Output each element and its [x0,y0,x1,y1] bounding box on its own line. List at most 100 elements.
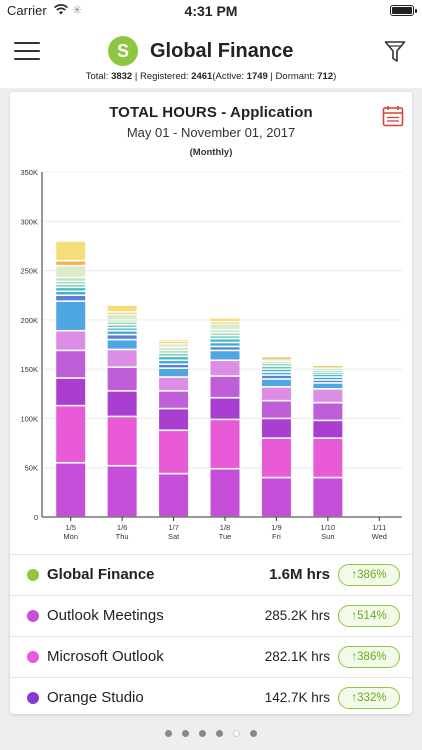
bar-segment [56,301,86,330]
bar-segment [313,366,343,368]
bar-segment [159,354,189,356]
legend-label: Outlook Meetings [47,607,164,624]
legend-label: Global Finance [47,566,155,583]
bar-segment [261,379,291,387]
clock: 4:31 PM [184,3,238,19]
org-title[interactable]: S Global Finance [108,36,293,66]
page-dot[interactable] [199,730,206,737]
bar-segment [210,398,240,419]
bar-segment [261,364,291,366]
bar-segment [210,469,240,517]
page-dot[interactable] [233,730,240,737]
legend-row[interactable]: Global Finance 1.6M hrs ↑386% [10,554,412,594]
bar-segment [261,357,291,358]
bar-segment [56,351,86,378]
bar-segment [210,333,240,335]
page-indicator[interactable] [0,724,422,742]
x-tick-label: 1/5 [65,523,75,532]
bar-segment [107,367,137,391]
activity-spinner-icon: ✳ [72,3,83,17]
filter-icon[interactable] [384,40,406,64]
bar-segment [56,406,86,462]
y-tick-label: 300K [20,217,38,226]
bar-segment [159,391,189,408]
y-tick-label: 50K [25,464,38,473]
x-tick-label: 1/10 [321,523,336,532]
bar-segment [107,328,137,330]
bar-segment [313,377,343,380]
y-tick-label: 250K [20,267,38,276]
bar-segment [313,389,343,402]
bar-segment [261,359,291,361]
bar-segment [159,340,189,342]
bar-segment [56,463,86,517]
org-avatar: S [108,36,138,66]
bar-segment [210,351,240,360]
legend-row[interactable]: Outlook Meetings 285.2K hrs ↑514% [10,595,412,635]
bar-segment [210,322,240,324]
calendar-icon[interactable] [382,105,404,127]
bar-segment [159,431,189,473]
hours-card: TOTAL HOURS - Application May 01 - Novem… [10,92,412,714]
change-badge: ↑386% [338,646,400,668]
page-dot[interactable] [165,730,172,737]
bar-segment [56,285,86,287]
x-tick-label: 1/6 [117,523,127,532]
x-tick-label: 1/9 [271,523,281,532]
change-badge: ↑386% [338,564,400,586]
x-tick-sublabel: Tue [219,532,232,541]
carrier-label: Carrier [7,3,47,18]
bar-segment [210,339,240,342]
bar-segment [56,282,86,284]
legend-row[interactable]: Orange Studio 142.7K hrs ↑332% [10,677,412,717]
y-tick-label: 350K [20,168,38,177]
change-badge: ↑514% [338,605,400,627]
legend-color-dot [27,651,39,663]
bar-segment [313,374,343,377]
bar-segment [107,322,137,324]
bar-segment [159,357,189,360]
hamburger-menu-icon[interactable] [14,42,40,60]
page-dot[interactable] [250,730,257,737]
x-tick-sublabel: Fri [272,532,281,541]
bar-segment [107,314,137,320]
bar-segment [313,380,343,383]
bar-segment [261,438,291,477]
bar-segment [313,421,343,438]
bar-segment [313,366,343,367]
bar-segment [107,340,137,349]
bar-segment [159,351,189,353]
bar-segment [107,350,137,367]
page-dot[interactable] [216,730,223,737]
page-dot[interactable] [182,730,189,737]
app-header: S Global Finance Total: 3832 | Registere… [0,22,422,88]
bar-segment [56,292,86,295]
page-title: Global Finance [150,39,294,62]
bar-segment [261,358,291,359]
bar-segment [107,305,137,312]
bar-segment [107,312,137,314]
legend-hours: 282.1K hrs [264,649,330,664]
bar-segment [313,372,343,374]
x-tick-sublabel: Sat [168,532,180,541]
x-tick-label: 1/11 [372,523,386,532]
bar-segment [210,361,240,376]
bar-segment [313,370,343,372]
x-tick-sublabel: Thu [116,532,129,541]
bar-segment [210,343,240,346]
bar-segment [159,342,189,344]
x-tick-label: 1/8 [220,523,230,532]
legend-label: Microsoft Outlook [47,648,164,665]
bar-segment [107,325,137,327]
bar-segment [159,474,189,517]
bar-segment [107,466,137,517]
bar-segment [261,362,291,363]
bar-segment [261,419,291,438]
bar-segment [210,330,240,332]
card-title: TOTAL HOURS - Application [109,104,313,121]
legend-row[interactable]: Microsoft Outlook 282.1K hrs ↑386% [10,636,412,676]
bar-segment [261,478,291,517]
bar-segment [261,401,291,418]
bar-segment [107,331,137,334]
